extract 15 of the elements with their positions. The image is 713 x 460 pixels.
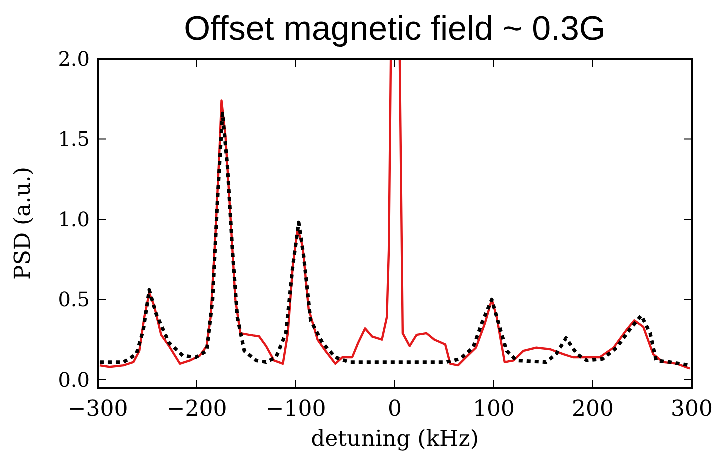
y-tick-label: 0.0 xyxy=(58,368,90,392)
y-tick-label: 2.0 xyxy=(58,47,90,71)
y-axis-title: PSD (a.u.) xyxy=(11,167,36,280)
chart-title: Offset magnetic field ~ 0.3G xyxy=(184,10,606,48)
x-tick-label: 200 xyxy=(572,397,614,422)
y-tick-label: 1.0 xyxy=(58,207,90,232)
x-tick-label: −300 xyxy=(68,397,128,422)
x-tick-label: 300 xyxy=(671,397,713,422)
y-tick-label: 0.5 xyxy=(58,288,90,312)
x-tick-label: 0 xyxy=(388,397,402,422)
x-tick-label: −100 xyxy=(266,397,326,422)
x-axis-title: detuning (kHz) xyxy=(311,427,479,452)
x-tick-label: −200 xyxy=(166,397,228,422)
y-tick-label: 1.5 xyxy=(58,127,90,152)
x-tick-label: 100 xyxy=(473,397,515,422)
